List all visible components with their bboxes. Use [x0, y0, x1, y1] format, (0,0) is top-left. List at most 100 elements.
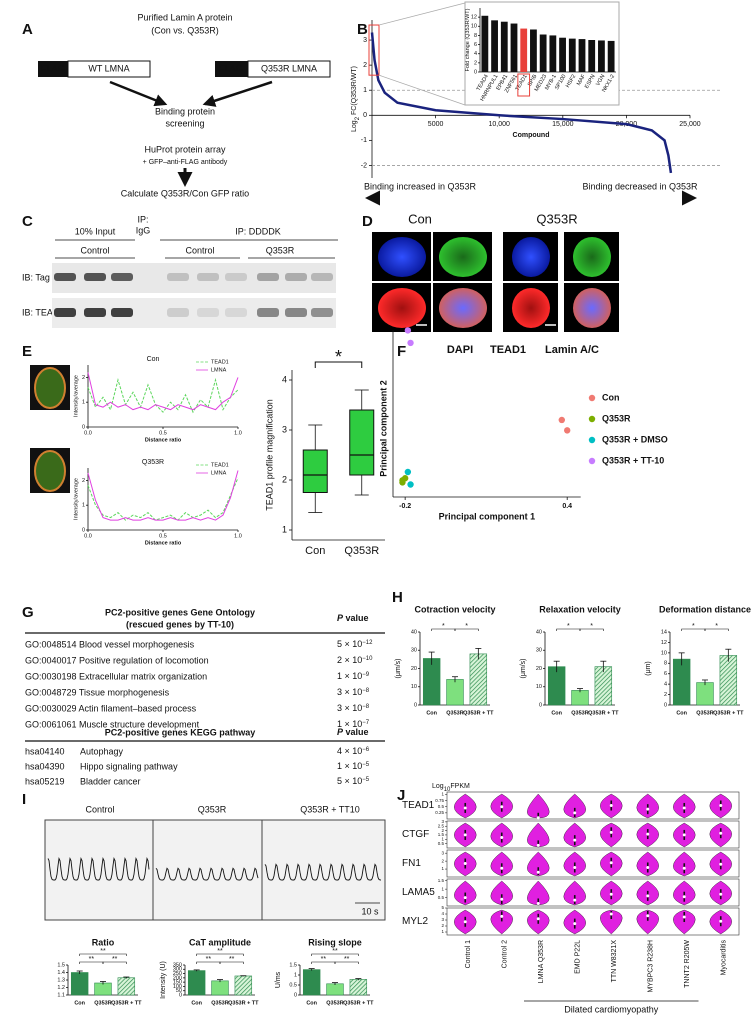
chart-title: Cotraction velocity [414, 604, 495, 614]
bar [234, 975, 253, 996]
channel-label: Lamin A/C [545, 344, 599, 356]
legend-label: TEAD1 [211, 462, 229, 468]
y-tick-label: 1 [441, 866, 444, 871]
panel-letter: E [22, 343, 32, 360]
y-tick-label: 2 [82, 375, 85, 381]
row-label: LAMA5 [402, 887, 435, 898]
median-dot [573, 838, 577, 842]
y-tick-label: 20 [536, 666, 542, 672]
median-dot [719, 862, 723, 866]
y-tick-label: 250 [173, 971, 182, 977]
band [84, 273, 106, 281]
inset-y-tick-label: 8 [474, 33, 477, 39]
significance-bracket [454, 628, 479, 631]
chart-title: Deformation distance [659, 604, 751, 614]
go-term: GO:0030029 Actin filament–based process [25, 703, 197, 713]
p-value: 5 × 10−5 [337, 776, 370, 786]
panel-letter: D [362, 213, 373, 230]
y-axis-label-part: FC(Q353R/WT) [351, 66, 358, 117]
kegg-id: hsa04140 [25, 746, 65, 756]
y-tick-label: 20 [411, 666, 417, 672]
y-tick-label: 100 [173, 984, 182, 990]
x-tick-label: 1.0 [234, 430, 242, 436]
significance-bracket [196, 953, 244, 956]
y-tick-label: 14 [661, 629, 667, 635]
box [302, 449, 328, 493]
y-tick-label: 0.25 [435, 810, 444, 815]
y-axis-label: (μm) [645, 661, 652, 676]
y-tick-label: 10 [411, 684, 417, 690]
significance: ** [89, 956, 95, 963]
inset-bar [530, 29, 537, 72]
inset-y-tick-label: 4 [474, 51, 477, 57]
significance: ** [100, 948, 106, 955]
go-term: GO:0030198 Extracellular matrix organiza… [25, 671, 207, 681]
inset-category: SPIB [527, 73, 539, 87]
median-dot [646, 865, 650, 869]
category-label: Q353R [326, 1000, 343, 1006]
inset-bar [539, 34, 547, 72]
x-tick-label: 0.5 [159, 533, 167, 539]
column-label: MYBPC3 R238H [648, 940, 655, 993]
p-value-part: −7 [362, 720, 370, 726]
header: IP: [137, 214, 148, 224]
x-tick-label: 0.0 [84, 533, 92, 539]
nucleus [34, 450, 66, 492]
legend-label: Q353R + DMSO [602, 434, 668, 444]
p-value-part: −5 [362, 762, 370, 768]
go-term: GO:0048729 Tissue morphogenesis [25, 687, 170, 697]
median-dot [646, 894, 650, 898]
y-tick-label: 30 [411, 648, 417, 654]
chart-title: CaT amplitude [189, 937, 251, 947]
band [167, 273, 189, 281]
y-axis-label: (μm/s) [395, 659, 402, 679]
median-dot [609, 804, 613, 807]
legend-swatch [588, 415, 596, 423]
band [285, 308, 307, 317]
inset-bar [520, 28, 528, 73]
p-value: 1 × 10−5 [337, 761, 370, 771]
y-axis-label: (μm/s) [520, 659, 527, 679]
kegg-term: Hippo signaling pathway [80, 761, 178, 771]
scatter-point [399, 479, 406, 486]
median-dot [500, 897, 504, 901]
y-tick-label: 1.4 [57, 970, 65, 976]
violin [636, 909, 659, 935]
significance: * [590, 623, 593, 630]
y-tick-label: 0 [179, 992, 182, 998]
median-dot [609, 861, 613, 865]
significance: * [335, 347, 342, 367]
panel-letter: F [397, 343, 406, 360]
bar [719, 655, 738, 706]
p-value-part: 4 × 10 [337, 746, 362, 756]
workflow-text: Purified Lamin A protein [137, 12, 232, 22]
inset-bar [578, 39, 586, 72]
y-tick-label: 1 [441, 836, 444, 841]
p-value-part: 2 × 10 [337, 655, 362, 665]
chart-title: Relaxation velocity [539, 604, 621, 614]
median-dot [573, 865, 577, 869]
y-tick-label: 2 [82, 478, 85, 484]
y-tick-label: 1.1 [57, 992, 65, 998]
row-label: CTGF [402, 829, 429, 840]
legend-label: Con [602, 392, 620, 402]
calcium-trace [264, 863, 382, 881]
profile-line [87, 377, 239, 414]
inset-bar [481, 15, 489, 73]
x-tick-label: 25,000 [679, 121, 701, 128]
x-axis-label: Distance ratio [145, 437, 182, 443]
trace-panel [152, 819, 263, 921]
p-value-part: −12 [362, 640, 373, 646]
category-label: Con [676, 710, 687, 716]
group-label: Dilated cardiomyopathy [564, 1004, 659, 1014]
go-term: GO:0061061 Muscle structure development [25, 719, 200, 729]
significance: * [567, 623, 570, 630]
x-axis-label: Principal component 1 [439, 511, 536, 521]
legend-swatch [588, 394, 596, 402]
bar [446, 679, 464, 706]
x-tick-label: 0.5 [159, 430, 167, 436]
band [111, 273, 133, 281]
x-tick-label: 0.0 [84, 430, 92, 436]
